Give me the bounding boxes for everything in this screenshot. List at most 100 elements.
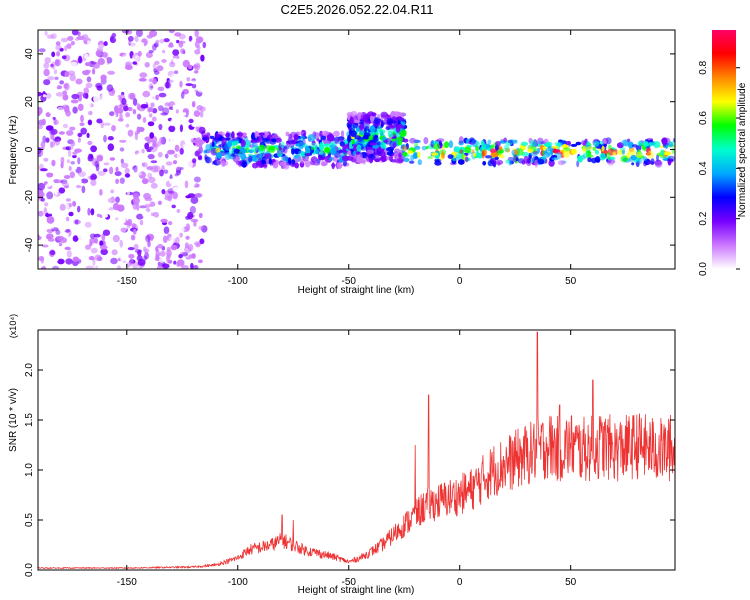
heatmap-cell [111, 32, 117, 38]
heatmap-cell [363, 132, 371, 137]
heatmap-cell [119, 217, 126, 224]
heatmap-cell [81, 185, 86, 194]
heatmap-cell [187, 211, 194, 220]
heatmap-cell [161, 59, 167, 63]
heatmap-cell [85, 82, 93, 89]
heatmap-cell [137, 258, 146, 266]
heatmap-cell [455, 153, 463, 159]
heatmap-cell [571, 148, 577, 155]
heatmap-cell [55, 41, 61, 46]
y-tick-label: 0.0 [24, 563, 35, 577]
heatmap-cell [68, 165, 72, 172]
x-tick-label: -100 [228, 577, 248, 588]
heatmap-cell [168, 125, 176, 133]
heatmap-cell [115, 217, 119, 221]
heatmap-cell [643, 141, 649, 147]
heatmap-cell [155, 30, 163, 37]
heatmap-cell [69, 73, 76, 82]
heatmap-cell [240, 148, 248, 154]
heatmap-cell [520, 141, 529, 147]
heatmap-cell [495, 140, 501, 147]
heatmap-cell [380, 141, 385, 149]
heatmap-cell [55, 45, 62, 51]
heatmap-cell [166, 249, 172, 257]
heatmap-cell [250, 146, 258, 152]
heatmap-cell [71, 93, 80, 100]
heatmap-cell [39, 250, 46, 253]
heatmap-cell [551, 157, 559, 161]
heatmap-cell [359, 130, 365, 136]
heatmap-cell [189, 205, 196, 214]
heatmap-cell [100, 103, 106, 109]
heatmap-cell [405, 143, 409, 150]
heatmap-cell [359, 125, 364, 132]
heatmap-cell [139, 72, 148, 78]
heatmap-cell [103, 150, 110, 154]
heatmap-cell [105, 203, 111, 209]
heatmap-cell [243, 137, 249, 142]
heatmap-cell [95, 50, 102, 57]
heatmap-cell [542, 146, 547, 151]
x-tick-label: -150 [117, 276, 137, 287]
heatmap-cell [557, 160, 566, 166]
heatmap-cell [503, 144, 510, 152]
heatmap-cell [38, 147, 42, 155]
heatmap-cell [114, 96, 119, 101]
heatmap-cell [471, 149, 475, 154]
heatmap-cell [202, 137, 208, 141]
heatmap-cell [152, 108, 158, 114]
heatmap-cell [241, 161, 247, 168]
heatmap-cell [143, 246, 147, 253]
spectrogram-panel: -150 -100 -50 0 50 -40 -20 0 20 40 Height of str… [8, 29, 676, 296]
heatmap-cell [92, 68, 96, 75]
heatmap-cell [120, 158, 124, 164]
heatmap-cell [38, 48, 46, 53]
heatmap-cell [348, 119, 355, 125]
heatmap-cell [103, 122, 111, 126]
heatmap-cell [176, 209, 181, 213]
heatmap-cell [53, 254, 59, 262]
heatmap-cell [138, 78, 147, 82]
heatmap-cell [193, 60, 198, 66]
heatmap-cell [671, 147, 675, 154]
heatmap-cell [481, 142, 487, 150]
heatmap-cell [193, 70, 199, 74]
heatmap-cell [287, 157, 292, 165]
heatmap-cell [347, 150, 352, 156]
heatmap-cell [607, 159, 616, 164]
heatmap-cell [621, 139, 629, 146]
heatmap-cell [667, 159, 672, 166]
heatmap-cell [360, 140, 366, 144]
heatmap-cell [43, 68, 50, 77]
heatmap-cell [131, 53, 140, 62]
heatmap-cell [90, 191, 95, 199]
heatmap-cell [127, 106, 133, 112]
heatmap-cell [74, 219, 79, 225]
heatmap-cell [72, 235, 79, 242]
heatmap-cell [339, 141, 345, 147]
heatmap-cell [354, 135, 361, 140]
heatmap-cell [103, 41, 108, 47]
heatmap-cell [160, 218, 168, 223]
heatmap-cell [64, 229, 71, 233]
heatmap-cell [606, 151, 611, 160]
heatmap-cell [86, 222, 93, 227]
heatmap-cell [44, 202, 49, 207]
heatmap-cell [78, 171, 86, 177]
heatmap-cell [362, 151, 368, 159]
heatmap-cell [216, 158, 223, 166]
heatmap-cell [44, 57, 51, 64]
heatmap-cell [179, 147, 184, 155]
heatmap-cell [288, 134, 293, 139]
heatmap-cell [454, 146, 461, 153]
heatmap-cell [87, 259, 94, 266]
heatmap-cell [586, 154, 594, 159]
heatmap-cell [144, 197, 153, 202]
heatmap-cell [159, 137, 164, 144]
heatmap-cell [175, 87, 181, 94]
heatmap-cell [66, 130, 74, 136]
heatmap-cell [329, 144, 337, 149]
heatmap-cell [103, 168, 108, 173]
heatmap-cell [100, 94, 107, 103]
heatmap-cell [397, 136, 404, 143]
